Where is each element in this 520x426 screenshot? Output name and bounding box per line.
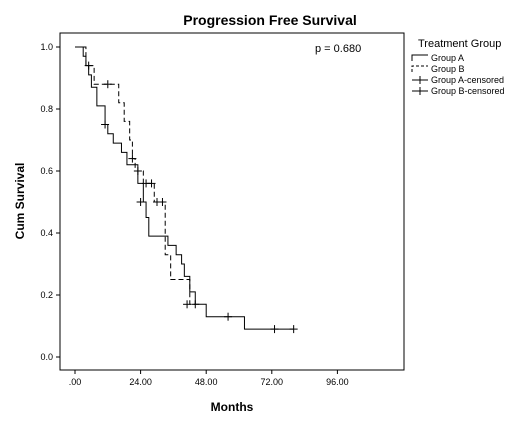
y-tick-label: 0.8	[40, 104, 53, 114]
p-value-annotation: p = 0.680	[315, 43, 361, 55]
legend-title: Treatment Group	[418, 38, 501, 50]
group-a-censor-mark	[101, 120, 110, 129]
legend-item: Group A	[411, 53, 464, 63]
group-b-censor-mark	[147, 179, 156, 188]
legend-label: Group A-censored	[431, 75, 504, 85]
legend-label: Group B-censored	[431, 86, 505, 96]
y-axis-title: Cum Survival	[13, 163, 27, 240]
legend-item: Group B-censored	[412, 86, 505, 96]
x-tick-label: 72.00	[261, 377, 284, 387]
x-tick-label: 24.00	[129, 377, 152, 387]
x-tick-label: 48.00	[195, 377, 218, 387]
x-ticks: .00 24.00 48.00 72.00 96.00	[69, 370, 349, 387]
group-b-censor-mark	[133, 167, 142, 175]
group-a-survival-line	[75, 46, 294, 330]
y-tick-label: 1.0	[40, 42, 53, 52]
group-a-censor-mark	[289, 325, 298, 334]
series-layer	[75, 46, 298, 334]
y-tick-label: 0.4	[40, 228, 53, 238]
x-tick-label: 96.00	[326, 377, 349, 387]
group-a-censor-mark	[224, 312, 233, 321]
legend-swatch-dashed	[411, 65, 428, 72]
group-a-censor-mark	[270, 325, 279, 334]
y-tick-label: 0.0	[40, 352, 53, 362]
group-b-censor-mark	[103, 80, 112, 89]
legend-item: Group B	[411, 64, 465, 74]
x-tick-label: .00	[69, 377, 82, 387]
group-a-censor-mark	[136, 198, 145, 206]
chart-title: Progression Free Survival	[183, 12, 357, 28]
legend-item: Group A-censored	[412, 75, 504, 85]
y-ticks: 0.0 0.2 0.4 0.6 0.8 1.0	[40, 42, 60, 362]
group-b-censor-mark	[183, 300, 192, 309]
legend-swatch-solid	[411, 54, 428, 61]
group-b-censor-mark	[158, 198, 167, 206]
group-b-censor-mark	[128, 154, 137, 163]
x-axis-title: Months	[211, 400, 254, 414]
y-tick-label: 0.6	[40, 166, 53, 176]
legend-label: Group A	[431, 53, 464, 63]
legend-label: Group B	[431, 64, 465, 74]
y-tick-label: 0.2	[40, 290, 53, 300]
